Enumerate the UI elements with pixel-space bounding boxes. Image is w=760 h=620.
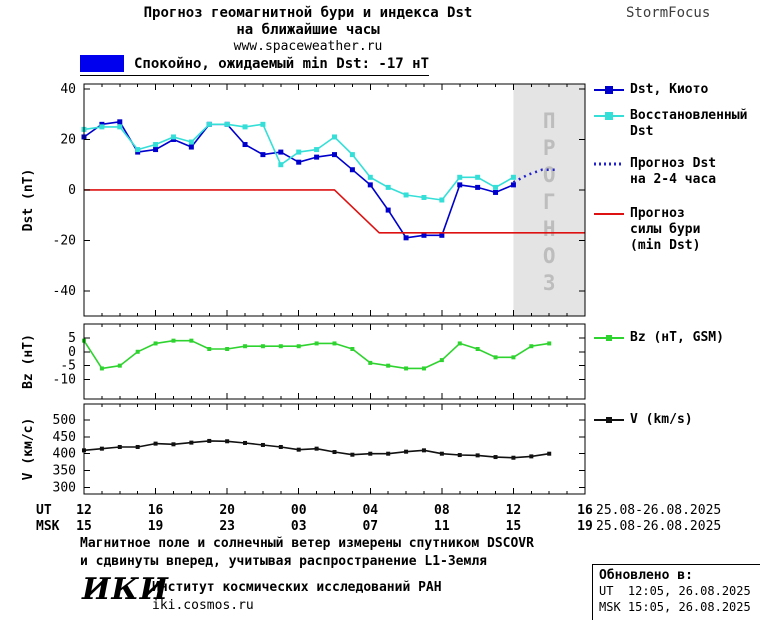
legend-dst-kyoto: Dst, Киото	[594, 82, 708, 98]
svg-text:Bz (нТ): Bz (нТ)	[21, 334, 36, 389]
svg-text:03: 03	[291, 519, 307, 534]
legend-dst-restored-label2: Dst	[630, 124, 654, 139]
svg-text:20: 20	[60, 132, 76, 147]
svg-text:08: 08	[434, 503, 450, 518]
svg-text:04: 04	[362, 503, 378, 518]
updated-msk: MSK 15:05, 26.08.2025	[599, 600, 751, 614]
dst-restored-markers	[81, 121, 516, 203]
org-site: iki.cosmos.ru	[152, 598, 254, 613]
svg-text:П: П	[543, 109, 556, 133]
legend-bz: Bz (нТ, GSM)	[594, 330, 724, 346]
legend-dst-restored-label1: Восстановленный	[630, 108, 748, 123]
svg-text:300: 300	[53, 480, 76, 495]
svg-text:Г: Г	[543, 190, 556, 214]
legend-v: V (km/s)	[594, 412, 693, 428]
svg-text:-20: -20	[53, 233, 76, 248]
svg-text:12: 12	[506, 503, 522, 518]
website-label: www.spaceweather.ru	[233, 39, 383, 54]
legend-marker-bz	[594, 335, 624, 341]
legend-dst-kyoto-label: Dst, Киото	[630, 82, 709, 97]
svg-text:350: 350	[53, 463, 76, 478]
dst-kyoto-markers	[81, 119, 516, 241]
svg-text:19: 19	[577, 519, 593, 534]
svg-text:16: 16	[577, 503, 593, 518]
svg-text:З: З	[543, 271, 556, 295]
svg-text:500: 500	[53, 413, 76, 428]
svg-text:-40: -40	[53, 284, 76, 299]
svg-text:23: 23	[219, 519, 235, 534]
storm-forecast-line	[84, 189, 585, 234]
svg-text:Dst (nT): Dst (nT)	[21, 169, 36, 232]
svg-text:UT: UT	[36, 503, 52, 518]
svg-text:5: 5	[68, 331, 76, 346]
legend-storm-forecast-label2: силы бури	[630, 222, 701, 237]
svg-text:20: 20	[219, 503, 235, 518]
legend-dst-forecast: Прогноз Dst на 2-4 часа	[594, 156, 716, 188]
iki-logo: ИКИ	[82, 572, 169, 607]
legend-marker-storm-forecast	[594, 213, 624, 215]
updated-label: Обновлено в:	[599, 568, 693, 583]
legend-bz-label: Bz (нТ, GSM)	[630, 330, 724, 345]
svg-text:-10: -10	[53, 373, 76, 388]
storm-level-swatch	[80, 55, 124, 72]
svg-text:12: 12	[76, 503, 92, 518]
svg-text:40: 40	[60, 82, 76, 97]
storm-status-label: Спокойно, ожидаемый min Dst: -17 нТ	[134, 55, 430, 72]
x-axis-labels: 12151619202300030407081112151619UTMSK25.…	[36, 503, 721, 534]
svg-text:15: 15	[76, 519, 92, 534]
svg-text:07: 07	[362, 519, 378, 534]
legend-v-label: V (km/s)	[630, 412, 693, 427]
svg-text:Н: Н	[543, 217, 556, 241]
org-name: Институт космических исследований РАН	[152, 580, 442, 595]
forecast-region	[513, 84, 585, 316]
legend-storm-forecast-label1: Прогноз	[630, 206, 685, 221]
svg-text:О: О	[543, 163, 556, 187]
footnote-line1: Магнитное поле и солнечный ветер измерен…	[80, 536, 534, 551]
svg-text:0: 0	[68, 345, 76, 360]
legend-marker-dst-kyoto	[594, 86, 624, 94]
svg-text:16: 16	[148, 503, 164, 518]
svg-text:15: 15	[506, 519, 522, 534]
bz-markers	[82, 338, 552, 371]
svg-text:400: 400	[53, 447, 76, 462]
legend-storm-forecast: Прогноз силы бури (min Dst)	[594, 206, 700, 254]
svg-text:450: 450	[53, 430, 76, 445]
svg-text:25.08-26.08.2025: 25.08-26.08.2025	[596, 519, 721, 534]
footnote-line2: и сдвинуты вперед, учитывая распростране…	[80, 554, 487, 569]
svg-text:V (км/с): V (км/с)	[21, 418, 36, 481]
updated-box: Обновлено в: UT 12:05, 26.08.2025 MSK 15…	[592, 564, 760, 620]
svg-text:11: 11	[434, 519, 450, 534]
page-title-line1: Прогноз геомагнитной бури и индекса Dst	[143, 5, 473, 21]
legend-dst-forecast-label2: на 2-4 часа	[630, 172, 717, 187]
v-markers	[82, 438, 552, 460]
svg-text:00: 00	[291, 503, 307, 518]
brand-label: StormFocus	[626, 5, 711, 21]
legend-marker-dst-restored	[594, 112, 624, 120]
legend-dst-restored: Восстановленный Dst	[594, 108, 747, 140]
svg-text:0: 0	[68, 183, 76, 198]
svg-text:MSK: MSK	[36, 519, 60, 534]
legend-marker-dst-forecast	[594, 162, 624, 166]
dst-kyoto-line	[83, 121, 514, 239]
legend-dst-forecast-label1: Прогноз Dst	[630, 156, 717, 171]
legend-marker-v	[594, 417, 624, 423]
storm-status: Спокойно, ожидаемый min Dst: -17 нТ	[80, 55, 430, 76]
page-title-line2: на ближайшие часы	[236, 22, 380, 38]
updated-ut: UT 12:05, 26.08.2025	[599, 584, 751, 598]
legend-storm-forecast-label3: (min Dst)	[630, 238, 701, 253]
svg-text:25.08-26.08.2025: 25.08-26.08.2025	[596, 503, 721, 518]
svg-text:Р: Р	[543, 136, 556, 160]
svg-text:-5: -5	[60, 359, 76, 374]
svg-text:19: 19	[148, 519, 164, 534]
svg-text:О: О	[543, 244, 556, 268]
